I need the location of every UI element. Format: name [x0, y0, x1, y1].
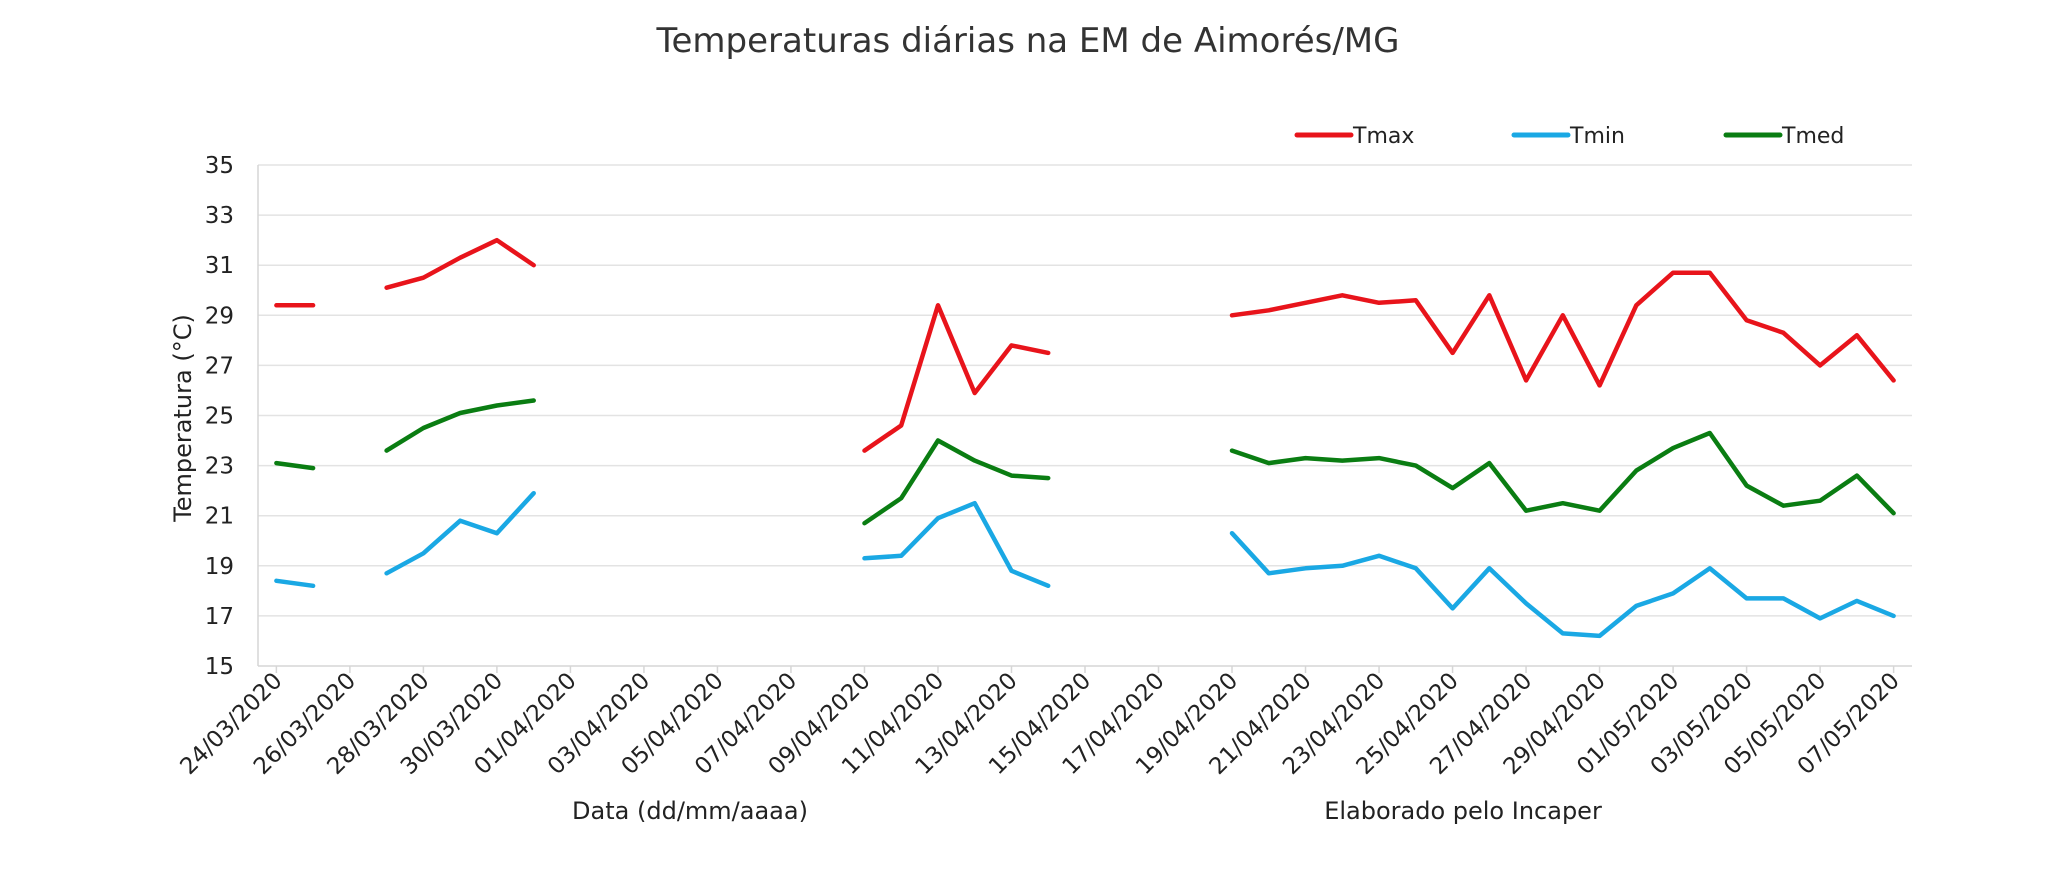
series-tmax [274, 237, 1896, 453]
y-tick-label: 17 [205, 604, 234, 630]
y-tick-label: 19 [205, 554, 234, 580]
legend-label: Tmax [1352, 124, 1414, 149]
series-line-tmed [274, 460, 316, 471]
legend-label: Tmed [1781, 124, 1844, 149]
series-line-tmax [384, 237, 536, 290]
legend-item-tmax: Tmax [1294, 124, 1414, 149]
series-line-tmin [1229, 530, 1896, 639]
series-lines [274, 237, 1896, 639]
series-line-tmin [274, 578, 316, 589]
series-tmin [274, 490, 1896, 639]
chart-title: Temperaturas diárias na EM de Aimorés/MG [656, 21, 1400, 61]
legend: Tmax Tmin Tmed [1294, 124, 1844, 149]
credit-text: Elaborado pelo Incaper [1324, 797, 1602, 825]
series-line-tmin [862, 500, 1051, 589]
y-tick-label: 23 [205, 454, 234, 480]
y-tick-label: 33 [205, 203, 234, 229]
y-tick-label: 31 [205, 253, 234, 279]
x-axis-label: Data (dd/mm/aaaa) [572, 797, 808, 825]
y-tick-label: 29 [205, 303, 234, 329]
series-line-tmed [1229, 430, 1896, 516]
y-axis-label: Temperatura (°C) [169, 314, 197, 523]
legend-item-tmed: Tmed [1723, 124, 1844, 149]
y-tick-label: 35 [205, 153, 234, 179]
series-line-tmed [862, 438, 1051, 526]
y-tick-label: 27 [205, 353, 234, 379]
series-line-tmed [384, 398, 536, 453]
series-tmed [274, 398, 1896, 526]
series-line-tmin [384, 490, 536, 576]
x-tick-labels: 24/03/202026/03/202028/03/202030/03/2020… [175, 666, 1905, 780]
legend-label: Tmin [1569, 124, 1625, 149]
y-tick-label: 25 [205, 404, 234, 430]
gridlines [258, 164, 1912, 617]
y-tick-label: 15 [205, 654, 234, 680]
legend-item-tmin: Tmin [1511, 124, 1625, 149]
y-tick-label: 21 [205, 504, 234, 530]
series-line-tmax [1229, 270, 1896, 388]
y-tick-labels: 15 17 19 21 23 25 27 29 31 33 35 [205, 153, 234, 680]
series-line-tmax [862, 303, 1051, 453]
